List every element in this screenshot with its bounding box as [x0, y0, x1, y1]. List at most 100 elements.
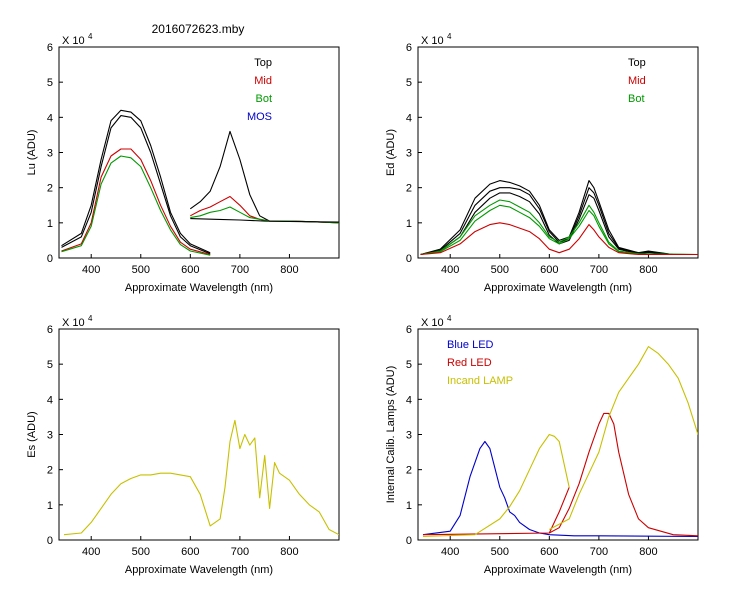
page-title: 2016072623.mby: [152, 22, 245, 36]
legend-entry-incand-lamp: Incand LAMP: [447, 375, 513, 387]
legend-entry-top: Top: [628, 57, 646, 69]
series-line-bot: [420, 199, 698, 256]
y-multiplier-label: X 10: [62, 35, 85, 47]
series-group: [420, 180, 698, 256]
x-tick-label: 500: [491, 264, 509, 276]
y-axis-label: Ed (ADU): [385, 129, 397, 176]
y-multiplier-exponent: 4: [447, 314, 452, 323]
series-line-top: [61, 115, 211, 255]
y-tick-label: 5: [47, 77, 53, 89]
y-tick-label: 0: [406, 535, 412, 547]
x-axis-label: Approximate Wavelength (nm): [125, 564, 273, 576]
y-multiplier-label: X 10: [62, 317, 85, 329]
y-multiplier-exponent: 4: [88, 32, 93, 41]
x-tick-label: 400: [441, 264, 459, 276]
legend-entry-mid: Mid: [254, 75, 272, 87]
x-axis-label: Approximate Wavelength (nm): [125, 282, 273, 294]
x-tick-label: 700: [231, 546, 249, 558]
x-tick-label: 700: [590, 546, 608, 558]
series-line-blue-led: [422, 440, 698, 538]
series-line-top: [61, 109, 211, 254]
legend-entry-blue-led: Blue LED: [447, 339, 494, 351]
x-axis-label: Approximate Wavelength (nm): [484, 282, 632, 294]
y-tick-label: 5: [406, 359, 412, 371]
series-line-incand-lamp: [549, 346, 698, 530]
y-tick-label: 2: [406, 183, 412, 195]
legend-entry-mos: MOS: [247, 111, 272, 123]
series-line-red-led: [548, 487, 570, 534]
y-tick-label: 3: [406, 148, 412, 160]
y-tick-label: 1: [406, 500, 412, 512]
x-tick-label: 800: [280, 546, 298, 558]
y-tick-label: 4: [47, 394, 53, 406]
x-tick-label: 500: [132, 264, 150, 276]
y-tick-label: 6: [47, 324, 53, 336]
y-tick-label: 3: [47, 148, 53, 160]
y-tick-label: 2: [406, 465, 412, 477]
series-line-dark: [190, 218, 339, 223]
series-group: [422, 346, 698, 538]
y-tick-label: 5: [47, 359, 53, 371]
series-line-red-led: [422, 412, 698, 537]
series-line-bot: [420, 204, 698, 256]
series-line-bot: [190, 206, 339, 224]
y-multiplier-exponent: 4: [447, 32, 452, 41]
series-line-es: [63, 419, 339, 536]
y-tick-label: 6: [406, 42, 412, 54]
series-line-bot: [61, 155, 211, 256]
series-line-top: [420, 180, 698, 256]
series-line-top: [189, 130, 339, 224]
y-tick-label: 2: [47, 183, 53, 195]
y-tick-label: 4: [406, 112, 412, 124]
y-tick-label: 6: [47, 42, 53, 54]
y-multiplier-label: X 10: [421, 35, 444, 47]
series-group: [61, 109, 339, 256]
series-line-top: [420, 187, 698, 256]
x-tick-label: 700: [590, 264, 608, 276]
y-tick-label: 0: [47, 535, 53, 547]
y-tick-label: 5: [406, 77, 412, 89]
x-tick-label: 600: [181, 264, 199, 276]
legend-entry-bot: Bot: [255, 93, 272, 105]
x-tick-label: 700: [231, 264, 249, 276]
y-multiplier-label: X 10: [421, 317, 444, 329]
x-tick-label: 400: [82, 546, 100, 558]
y-tick-label: 1: [406, 218, 412, 230]
x-tick-label: 800: [280, 264, 298, 276]
series-line-mid: [61, 148, 211, 256]
x-tick-label: 400: [82, 264, 100, 276]
plot-frame: [417, 46, 699, 259]
y-tick-label: 4: [406, 394, 412, 406]
y-axis-label: Es (ADU): [26, 411, 38, 457]
y-tick-label: 6: [406, 324, 412, 336]
series-line-incand-lamp: [422, 433, 570, 538]
plot-frame: [58, 46, 340, 259]
series-line-mid: [420, 222, 698, 256]
x-tick-label: 500: [491, 546, 509, 558]
y-tick-label: 1: [47, 500, 53, 512]
x-tick-label: 800: [639, 546, 657, 558]
y-tick-label: 4: [47, 112, 53, 124]
y-multiplier-exponent: 4: [88, 314, 93, 323]
series-line-top: [420, 192, 698, 256]
y-tick-label: 2: [47, 465, 53, 477]
y-tick-label: 1: [47, 218, 53, 230]
x-tick-label: 800: [639, 264, 657, 276]
legend-entry-red-led: Red LED: [447, 357, 492, 369]
x-tick-label: 400: [441, 546, 459, 558]
y-tick-label: 3: [406, 430, 412, 442]
x-tick-label: 600: [540, 546, 558, 558]
y-axis-label: Lu (ADU): [26, 130, 38, 176]
series-group: [63, 419, 339, 536]
y-tick-label: 3: [47, 430, 53, 442]
y-tick-label: 0: [47, 253, 53, 265]
y-tick-label: 0: [406, 253, 412, 265]
legend-entry-top: Top: [254, 57, 272, 69]
legend-entry-mid: Mid: [628, 75, 646, 87]
x-tick-label: 600: [540, 264, 558, 276]
